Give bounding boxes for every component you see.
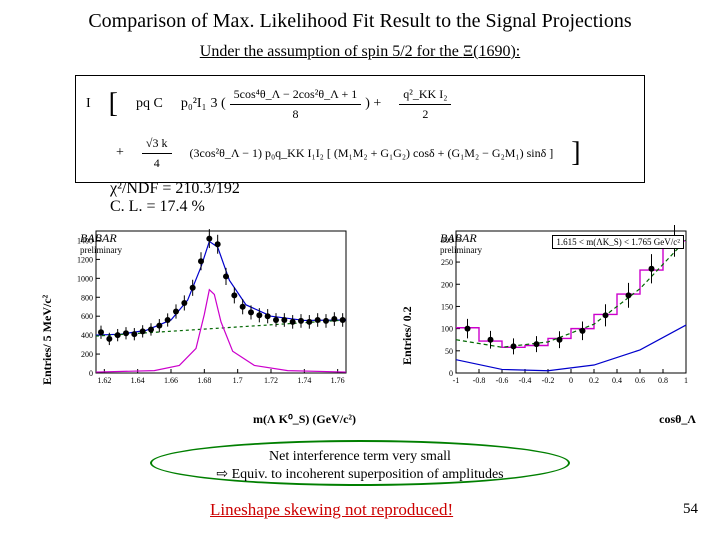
formula-t1a: pq C [136, 93, 163, 115]
svg-text:1200: 1200 [77, 255, 93, 264]
formula-frac-top: 5cos⁴θ_Λ − 2cos²θ_Λ + 1 [230, 85, 362, 105]
svg-text:150: 150 [441, 302, 453, 311]
page-title: Comparison of Max. Likelihood Fit Result… [0, 0, 720, 33]
svg-text:250: 250 [441, 258, 453, 267]
svg-text:-0.8: -0.8 [473, 376, 486, 385]
right-babar: BABAR [440, 231, 477, 246]
right-xlabel: cosθ_Λ [659, 412, 696, 427]
svg-text:1.76: 1.76 [331, 376, 345, 385]
svg-text:0: 0 [569, 376, 573, 385]
svg-text:50: 50 [445, 347, 453, 356]
svg-text:1.64: 1.64 [131, 376, 145, 385]
subtitle-prefix: Under the assumption of spin 5/2 for the [200, 43, 463, 60]
svg-text:1.7: 1.7 [233, 376, 243, 385]
chi2-label: χ²/NDF = [110, 180, 175, 197]
svg-text:100: 100 [441, 325, 453, 334]
formula-tail-top: q²_KK I₂ [399, 85, 451, 105]
svg-text:1.66: 1.66 [164, 376, 178, 385]
svg-text:1.72: 1.72 [264, 376, 278, 385]
formula-plus: + [116, 142, 124, 164]
cl-label: C. L. = [110, 198, 159, 215]
svg-text:200: 200 [441, 280, 453, 289]
svg-text:400: 400 [81, 331, 93, 340]
stat-box: χ²/NDF = 210.3/192 C. L. = 17.4 % [110, 180, 240, 216]
svg-text:0: 0 [449, 369, 453, 378]
svg-text:0: 0 [89, 369, 93, 378]
bracket-left: [ [109, 82, 118, 127]
left-xlabel: m(Λ K⁰_S) (GeV/c²) [253, 412, 356, 427]
formula-t1close: ) + [365, 93, 381, 115]
cl-value: 17.4 % [159, 198, 204, 215]
formula-t2b: 4 [142, 154, 172, 173]
svg-text:0.8: 0.8 [658, 376, 668, 385]
svg-text:0.6: 0.6 [635, 376, 645, 385]
svg-text:1.74: 1.74 [297, 376, 311, 385]
formula-t2c: (3cos²θ_Λ − 1) p₀q_KK I₁I₂ [ (M₁M₂ + G₁G… [190, 144, 554, 163]
formula-frac-bot: 8 [230, 105, 362, 124]
svg-text:200: 200 [81, 350, 93, 359]
left-babar: BABAR [80, 231, 117, 246]
svg-text:-0.2: -0.2 [542, 376, 555, 385]
formula-lhs: I [86, 93, 91, 115]
page-number: 54 [683, 501, 698, 518]
right-prelim: preliminary [440, 245, 482, 255]
svg-text:0.4: 0.4 [612, 376, 622, 385]
svg-text:1: 1 [684, 376, 688, 385]
svg-text:1.68: 1.68 [197, 376, 211, 385]
charts-area: Entries/ 5 MeV/c² 1.62 1.64 1.66 1.68 1.7 1.7… [0, 225, 720, 425]
subtitle-particle: Ξ(1690): [463, 43, 520, 60]
angular-dist-chart: Entries/ 0.2 -1 -0.8 -0.6 -0.4 -0.2 0 0.2 0.4 0.… [400, 225, 700, 425]
svg-text:1000: 1000 [77, 274, 93, 283]
oval-line1: Net interference term very small [152, 448, 568, 466]
left-ylabel: Entries/ 5 MeV/c² [40, 295, 55, 385]
bracket-right: ] [571, 131, 580, 176]
lineshape-warning: Lineshape skewing not reproduced! [210, 500, 453, 520]
mass-cut-box: 1.615 < m(ΛK_S) < 1.765 GeV/c² [552, 235, 684, 249]
svg-text:-0.4: -0.4 [519, 376, 532, 385]
chi2-value: 210.3/192 [175, 180, 239, 197]
svg-text:800: 800 [81, 293, 93, 302]
formula-tail-bot: 2 [399, 105, 451, 124]
interference-note-oval: Net interference term very small ⇨ Equiv… [150, 440, 570, 486]
formula-box: I [ pq C p₀²I₁ 3 ( 5cos⁴θ_Λ − 2cos²θ_Λ +… [75, 75, 645, 183]
oval-line2: ⇨ Equiv. to incoherent superposition of … [152, 466, 568, 484]
formula-t1coef: 3 ( [210, 93, 225, 115]
mass-spectrum-chart: Entries/ 5 MeV/c² 1.62 1.64 1.66 1.68 1.7 1.7… [40, 225, 360, 425]
subtitle: Under the assumption of spin 5/2 for the… [0, 43, 720, 61]
svg-text:1.62: 1.62 [97, 376, 111, 385]
left-prelim: preliminary [80, 245, 122, 255]
svg-text:-1: -1 [453, 376, 460, 385]
formula-t2a: √3 k [142, 134, 172, 154]
formula-t1b: p₀²I₁ [181, 93, 207, 115]
right-ylabel: Entries/ 0.2 [400, 306, 415, 365]
svg-text:-0.6: -0.6 [496, 376, 509, 385]
svg-text:600: 600 [81, 312, 93, 321]
svg-text:0.2: 0.2 [589, 376, 599, 385]
